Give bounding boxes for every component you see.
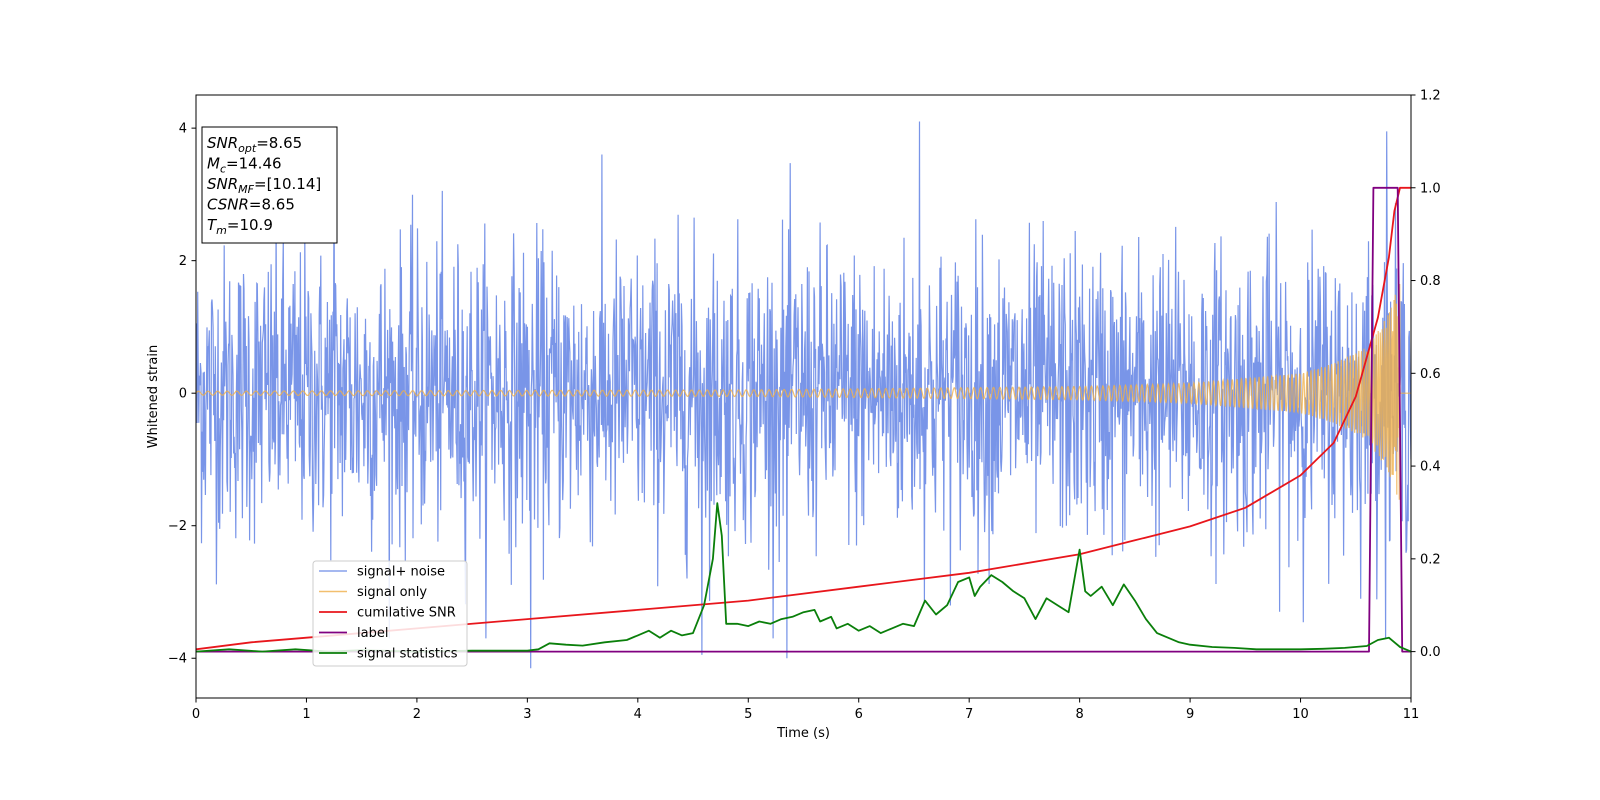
y-right-tick-label: 0.2 [1420, 552, 1441, 567]
y-axis-label: Whitened strain [146, 345, 161, 448]
legend-label: signal statistics [357, 647, 458, 662]
annotation-line: Mc=14.46 [207, 155, 282, 176]
annotation-symbol: SNR [207, 134, 238, 152]
y-left-tick-label: 4 [179, 122, 187, 137]
y-left-tick-label: 2 [179, 254, 187, 269]
y-right-tick-label: 0.6 [1420, 367, 1441, 382]
annotation-line: Tm=10.9 [207, 216, 273, 237]
annotation-line: SNRopt=8.65 [207, 134, 302, 155]
x-tick-label: 5 [744, 707, 752, 722]
y-axis-right-ticks: 1.2 1.0 0.8 0.6 0.4 0.2 0.0 [1411, 89, 1441, 660]
x-tick-label: 7 [965, 707, 973, 722]
annotation-frame [201, 126, 338, 244]
annotation-subscript: m [216, 224, 227, 237]
legend-label: cumilative SNR [357, 606, 456, 621]
y-left-tick-label: −4 [168, 652, 187, 667]
y-right-tick-label: 0.0 [1420, 645, 1441, 660]
annotation-symbol: T [207, 216, 218, 234]
axes-frame [195, 94, 1412, 699]
series-signal-noise [196, 121, 1411, 669]
annotation-value: =10.9 [227, 216, 273, 234]
x-tick-label: 11 [1403, 707, 1420, 722]
y-right-tick-label: 1.0 [1420, 181, 1441, 196]
y-right-tick-label: 1.2 [1420, 89, 1441, 104]
x-axis-label: Time (s) [776, 726, 830, 741]
y-left-tick-label: −2 [168, 519, 187, 534]
x-tick-label: 3 [523, 707, 531, 722]
legend-label: signal only [357, 585, 427, 600]
y-right-tick-label: 0.8 [1420, 274, 1441, 289]
legend-frame [312, 560, 468, 667]
annotation-subscript: MF [238, 183, 254, 196]
metrics-annotation-box: SNRopt=8.65Mc=14.46SNRMF=[10.14]CSNR=8.6… [201, 126, 338, 244]
x-tick-label: 0 [192, 707, 200, 722]
x-tick-label: 2 [413, 707, 421, 722]
x-tick-label: 8 [1075, 707, 1083, 722]
annotation-subscript: opt [238, 142, 257, 155]
y-axis-left-ticks: 4 2 0 −2 −4 [168, 122, 196, 667]
annotation-symbol: SNR [207, 175, 238, 193]
annotation-value: =[10.14] [254, 175, 321, 193]
series-signal-statistics [196, 502, 1411, 653]
annotation-line: CSNR=8.65 [207, 196, 295, 214]
series-signal-only [196, 283, 1411, 500]
legend: signal+ noise signal only cumilative SNR la… [312, 560, 468, 667]
legend-label: label [357, 626, 388, 641]
annotation-symbol: CSNR [207, 196, 249, 214]
y-right-tick-label: 0.4 [1420, 460, 1441, 475]
annotation-line: SNRMF=[10.14] [207, 175, 321, 196]
x-tick-label: 6 [855, 707, 863, 722]
x-tick-label: 10 [1292, 707, 1309, 722]
annotation-value: =8.65 [256, 134, 302, 152]
y-left-tick-label: 0 [179, 387, 187, 402]
annotation-value: =8.65 [249, 196, 295, 214]
x-tick-label: 1 [302, 707, 310, 722]
x-tick-label: 9 [1186, 707, 1194, 722]
x-axis-ticks: 0 1 2 3 4 5 6 7 8 9 10 11 [192, 698, 1419, 722]
series-label [196, 186, 1411, 653]
annotation-symbol: M [207, 155, 220, 173]
annotation-subscript: c [220, 163, 226, 176]
legend-label: signal+ noise [357, 565, 445, 580]
x-tick-label: 4 [634, 707, 642, 722]
annotation-value: =14.46 [226, 155, 282, 173]
